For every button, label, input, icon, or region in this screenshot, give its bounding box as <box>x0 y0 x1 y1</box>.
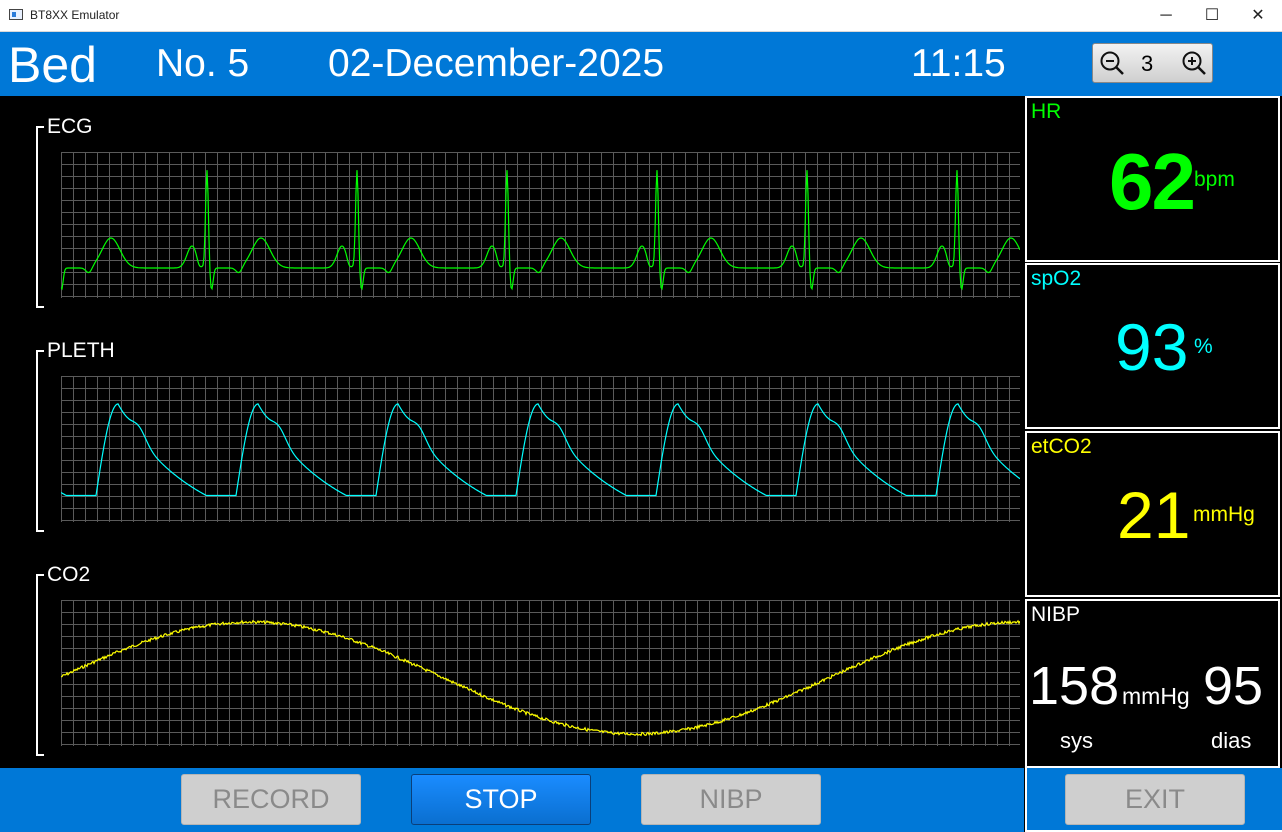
nibp-unit: mmHg <box>1122 683 1190 709</box>
bottom-toolbar: RECORD STOP NIBP <box>0 768 1024 832</box>
hr-label: HR <box>1031 100 1062 123</box>
waveform-area: ECG PLETH CO2 <box>0 96 1024 768</box>
time-display: 11:15 <box>911 42 1006 85</box>
co2-bracket <box>36 574 44 756</box>
window-title: BT8XX Emulator <box>30 8 120 22</box>
exit-bar: EXIT <box>1025 768 1282 832</box>
etco2-panel: etCO2 21 mmHg <box>1025 431 1280 597</box>
close-button[interactable]: ✕ <box>1251 7 1265 24</box>
spo2-label: spO2 <box>1031 267 1082 290</box>
app-icon <box>9 9 23 20</box>
spo2-unit: % <box>1194 335 1213 358</box>
hr-panel: HR 62 bpm <box>1025 96 1280 262</box>
maximize-button[interactable]: ☐ <box>1204 7 1220 24</box>
co2-trace <box>61 619 1020 737</box>
exit-button[interactable]: EXIT <box>1065 774 1245 825</box>
co2-label: CO2 <box>47 563 91 586</box>
co2-waveform <box>61 600 1020 746</box>
nibp-panel: NIBP 158 mmHg 95 sys dias <box>1025 599 1280 768</box>
nibp-diastolic: 95 <box>1203 656 1264 716</box>
stop-button[interactable]: STOP <box>411 774 591 825</box>
ecg-bracket <box>36 126 44 308</box>
ecg-waveform <box>61 152 1020 298</box>
nibp-systolic: 158 <box>1029 656 1120 716</box>
bed-label: Bed <box>8 37 97 93</box>
pleth-waveform <box>61 376 1020 522</box>
hr-value: 62 <box>1109 137 1196 226</box>
monitor-header: Bed No. 5 02-December-2025 11:15 3 <box>0 32 1282 96</box>
zoom-in-icon[interactable] <box>1179 48 1209 78</box>
nibp-button[interactable]: NIBP <box>641 774 821 825</box>
etco2-value: 21 <box>1117 478 1191 552</box>
hr-unit: bpm <box>1194 168 1235 191</box>
spo2-panel: spO2 93 % <box>1025 263 1280 429</box>
zoom-out-icon[interactable] <box>1097 48 1127 78</box>
etco2-label: etCO2 <box>1031 435 1092 458</box>
pleth-bracket <box>36 350 44 532</box>
title-bar: BT8XX Emulator ─ ☐ ✕ <box>0 0 1282 32</box>
pleth-label: PLETH <box>47 339 115 362</box>
minimize-button[interactable]: ─ <box>1160 7 1172 24</box>
date-display: 02-December-2025 <box>328 42 665 85</box>
nibp-label: NIBP <box>1031 603 1081 626</box>
spo2-value: 93 <box>1115 310 1189 384</box>
nibp-sys-label: sys <box>1060 728 1093 753</box>
pleth-trace <box>61 403 1020 497</box>
bed-number: No. 5 <box>156 42 250 85</box>
record-button[interactable]: RECORD <box>181 774 361 825</box>
nibp-dia-label: dias <box>1211 728 1252 753</box>
ecg-label: ECG <box>47 115 93 138</box>
zoom-control: 3 <box>1092 43 1213 83</box>
ecg-trace <box>61 170 1020 291</box>
zoom-level: 3 <box>1141 51 1154 76</box>
etco2-unit: mmHg <box>1193 503 1255 526</box>
